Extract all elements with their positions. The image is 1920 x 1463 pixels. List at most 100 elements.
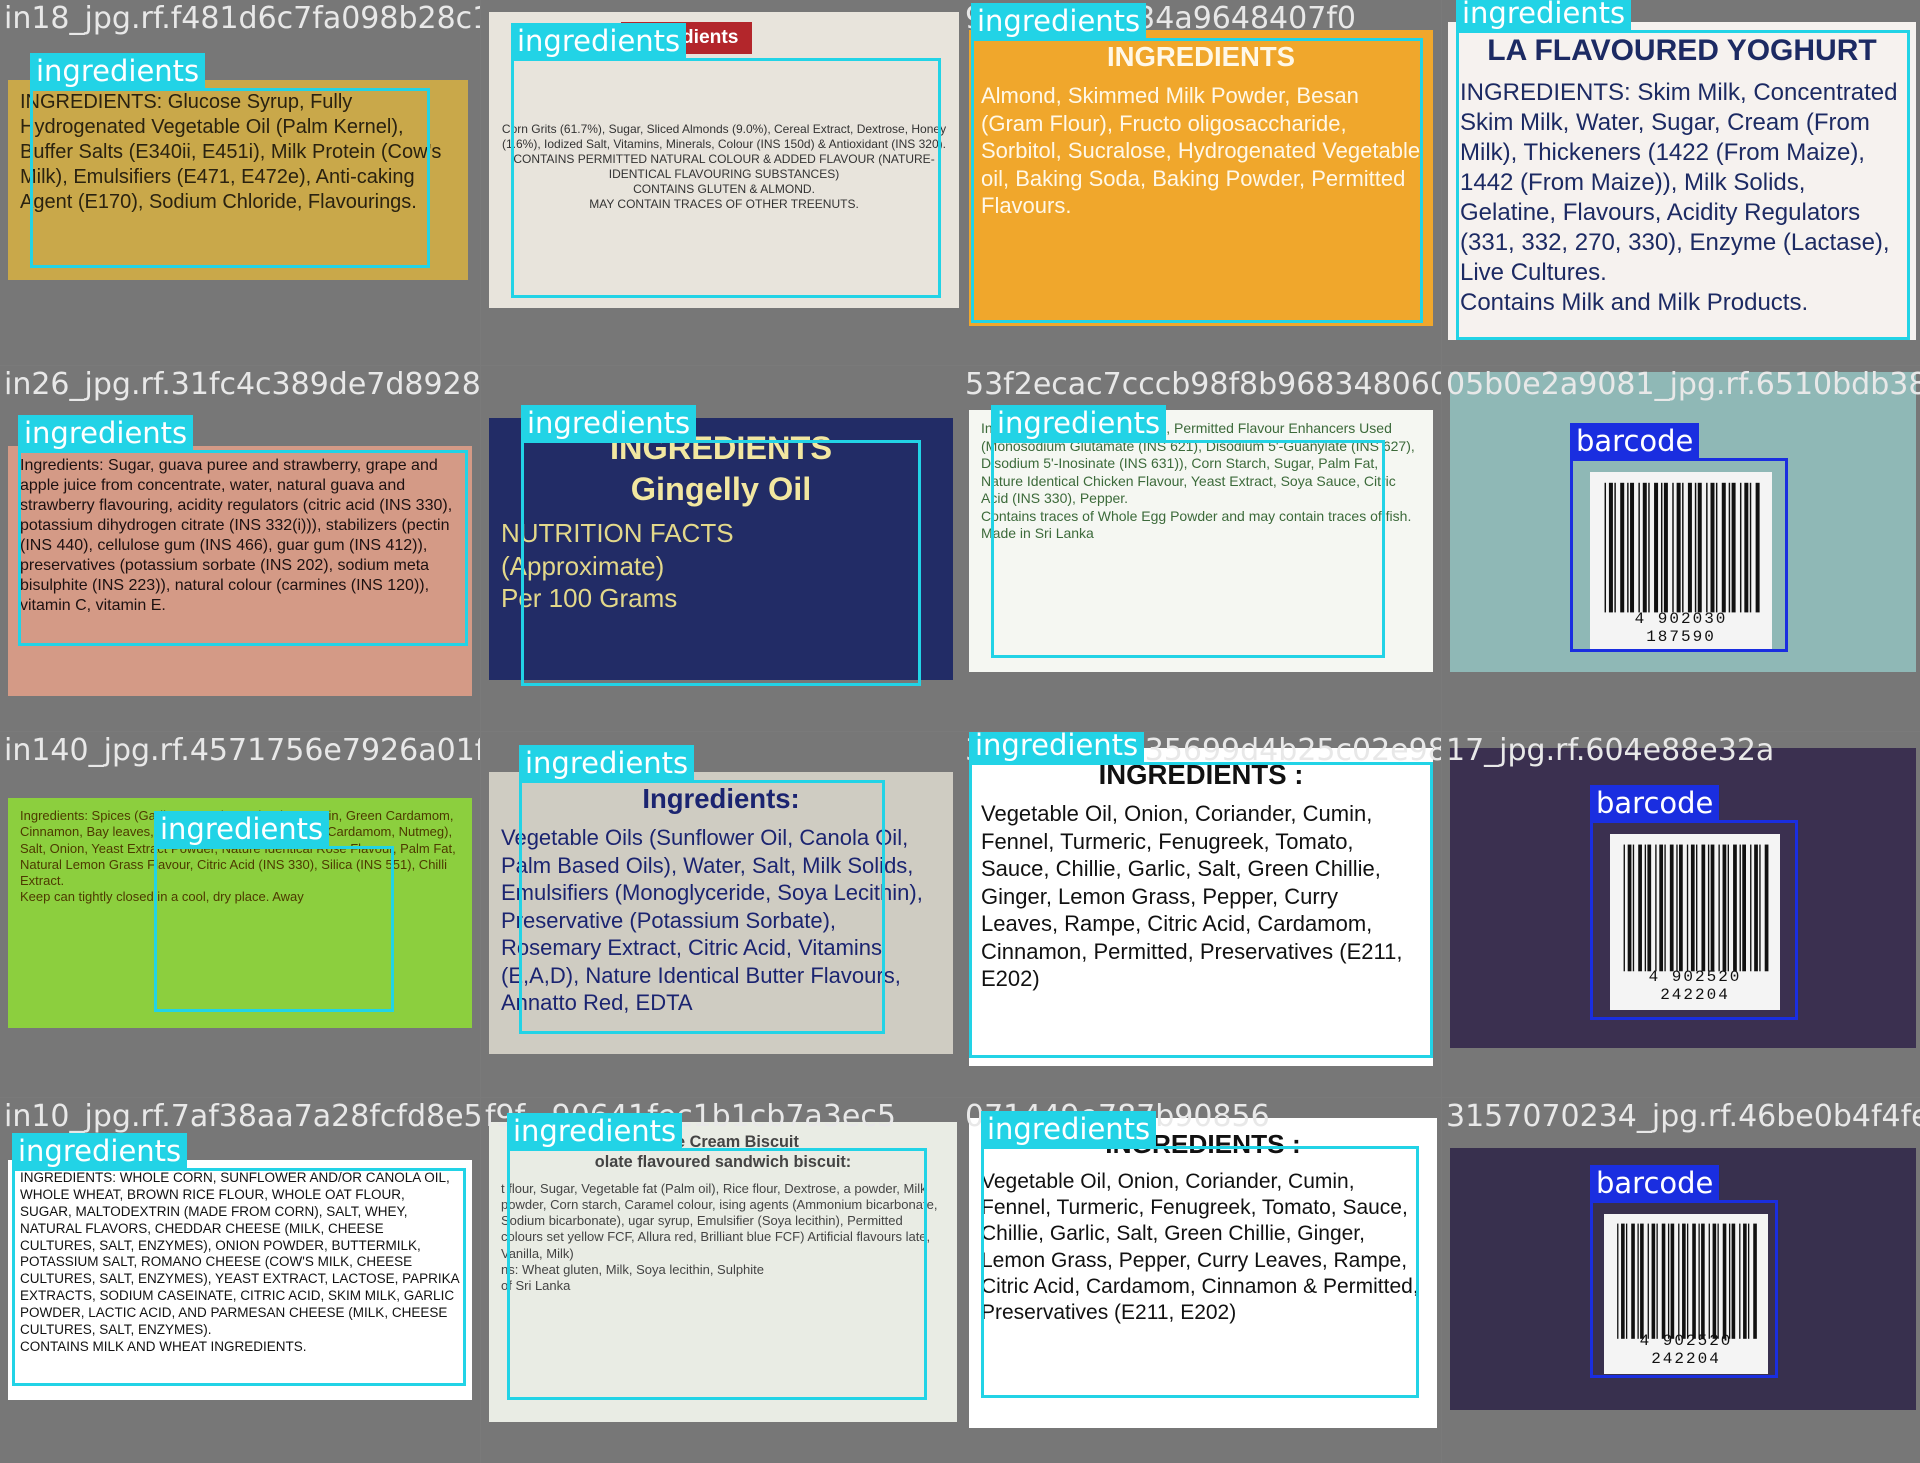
barcode-bar [1753, 1223, 1757, 1339]
barcode-bar [1739, 482, 1742, 613]
barcode-bar [1722, 1223, 1727, 1339]
barcode-bar [1701, 844, 1706, 972]
grid-tile: LA FLAVOURED YOGHURT INGREDIENTS: Skim Mi… [1442, 0, 1920, 365]
label-body: Vegetable Oil, Onion, Coriander, Cumin, … [981, 801, 1409, 992]
barcode-bar [1638, 482, 1640, 613]
barcode-bar [1638, 844, 1642, 972]
label-body: Vegetable Oils (Sunflower Oil, Canola Oi… [501, 825, 929, 1016]
barcode-bar [1621, 1223, 1625, 1339]
grid-tile: 4 902520 242204 barcode 17_jpg.rf.604e88e3… [1442, 732, 1920, 1097]
barcode-digits: 4 902030 187590 [1634, 610, 1728, 646]
barcode-bar [1686, 1223, 1689, 1339]
barcode-bar [1710, 482, 1715, 613]
image-filename: in26_jpg.rf.31fc4c389de7d8928b56639b7bf5… [4, 367, 480, 402]
barcode-bar [1647, 844, 1652, 972]
barcode-bar [1642, 482, 1647, 613]
ingredients-bounding-box: ingredients [981, 1111, 1419, 1398]
barcode-bar [1764, 844, 1769, 972]
barcode-bar [1728, 1223, 1731, 1339]
barcode-bounding-box: barcode [1570, 423, 1788, 652]
barcode-bar [1669, 844, 1674, 972]
image-filename: 17_jpg.rf.604e88e32a [1446, 733, 1775, 768]
image-filename: in18_jpg.rf.f481d6c7fa098b28c1f02bb049dd… [4, 1, 480, 36]
barcode-bar [1625, 1223, 1628, 1339]
barcode-bar [1728, 482, 1731, 613]
grid-tile: Ingredients: Salt, Maltodextrin, Permitt… [961, 366, 1441, 731]
barcode-bounding-box: barcode [1590, 785, 1798, 1020]
box-class-label: ingredients [1456, 0, 1632, 31]
barcode-bar [1678, 1223, 1680, 1339]
label-body: Vegetable Oil, Onion, Coriander, Cumin, … [981, 1169, 1425, 1325]
ingredients-bounding-box: ingredients [971, 3, 1423, 323]
barcode-photo: 4 902520 242204 [1450, 748, 1916, 1048]
barcode-bars [1604, 1214, 1768, 1374]
barcode-label: 4 902520 242204 [1604, 1214, 1768, 1374]
label-photo: INGREDIENTS : Vegetable Oil, Onion, Coria… [969, 748, 1433, 1066]
box-class-label: ingredients [521, 405, 697, 441]
grid-tile: 4 902520 242204 barcode 3157070234_jpg.rf.… [1442, 1098, 1920, 1463]
barcode-bar [1656, 1223, 1658, 1339]
image-filename: in10_jpg.rf.7af38aa7a28fcfd8e59a2... [4, 1099, 480, 1134]
barcode-bar [1617, 1223, 1619, 1339]
box-class-label: ingredients [18, 415, 194, 451]
barcode-bar [1654, 482, 1659, 613]
barcode-bar [1739, 1223, 1741, 1339]
label-text: Ingredients: Sugar, guava puree and stra… [8, 446, 472, 696]
label-body: INGREDIENTS: WHOLE CORN, SUNFLOWER AND/O… [20, 1170, 459, 1354]
box-class-label: ingredients [507, 1113, 683, 1149]
label-body: Corn Grits (61.7%), Sugar, Sliced Almond… [501, 122, 947, 211]
barcode-bar [1750, 844, 1752, 972]
barcode-bar [1715, 482, 1718, 613]
barcode-bar [1739, 844, 1741, 972]
grid-tile: INGREDIENTS : Vegetable Oil, Onion, Coria… [961, 1098, 1441, 1463]
barcode-bar [1712, 1223, 1717, 1339]
barcode-bar [1697, 482, 1702, 613]
barcode-bar [1698, 1223, 1700, 1339]
barcode-bar [1640, 1223, 1644, 1339]
barcode-bar [1661, 1223, 1666, 1339]
barcode-bar [1686, 844, 1689, 972]
barcode-bar [1692, 1223, 1696, 1339]
barcode-bar [1749, 482, 1752, 613]
ingredients-bounding-box: ingredients [18, 415, 468, 646]
label-text: INGREDIENTS Gingelly Oil NUTRITION FACTS … [489, 418, 953, 680]
box-class-label: ingredients [971, 3, 1147, 39]
box-class-label: barcode [1590, 785, 1720, 821]
barcode-bar [1647, 1223, 1649, 1339]
label-photo: Ingredients Corn Grits (61.7%), Sugar, Sl… [489, 12, 959, 308]
label-photo: INGREDIENTS Almond, Skimmed Milk Powder, … [969, 30, 1433, 326]
label-heading: Ingredients: [642, 783, 800, 814]
label-heading: LA FLAVOURED YOGHURT [1487, 34, 1877, 67]
grid-tile: INGREDIENTS : Vegetable Oil, Onion, Coria… [961, 732, 1441, 1097]
barcode-bar [1696, 844, 1698, 972]
label-photo: INGREDIENTS: WHOLE CORN, SUNFLOWER AND/O… [8, 1160, 472, 1400]
grid-tile: Ingredients Corn Grits (61.7%), Sugar, Sl… [481, 0, 961, 365]
grid-tile: INGREDIENTS: Glucose Syrup, Fully Hydrog… [0, 0, 480, 365]
box-class-label: ingredients [12, 1133, 188, 1169]
label-text: INGREDIENTS Almond, Skimmed Milk Powder, … [969, 30, 1433, 326]
barcode-bounding-box: barcode [1590, 1165, 1778, 1378]
box-class-label: ingredients [30, 53, 206, 89]
barcode-bar [1664, 844, 1666, 972]
label-body: NUTRITION FACTS (Approximate) Per 100 Gr… [501, 518, 734, 614]
barcode-bar [1627, 844, 1632, 972]
barcode-bar [1660, 482, 1663, 613]
barcode-bar [1651, 1223, 1656, 1339]
box-class-label: barcode [1570, 423, 1700, 459]
box-class-label: ingredients [519, 745, 695, 781]
barcode-bar [1630, 482, 1635, 613]
label-text: INGREDIENTS: Glucose Syrup, Fully Hydrog… [8, 80, 468, 280]
barcode-bar [1687, 482, 1692, 613]
label-photo: olate Cream Biscuit olate flavoured sand… [489, 1122, 957, 1422]
image-filename: 3157070234_jpg.rf.46be0b4f4fe [1446, 1099, 1920, 1134]
label-photo: INGREDIENTS Gingelly Oil NUTRITION FACTS … [489, 418, 953, 680]
barcode-bar [1679, 844, 1683, 972]
barcode-bar [1743, 1223, 1747, 1339]
ingredients-bounding-box: ingredients [511, 23, 941, 298]
barcode-bar [1754, 844, 1758, 972]
barcode-label: 4 902030 187590 [1590, 472, 1772, 652]
image-filename: 53f2ecac7cccb98f8b968348060a [965, 367, 1441, 402]
label-body: t flour, Sugar, Vegetable fat (Palm oil)… [501, 1180, 938, 1294]
barcode-bar [1731, 482, 1736, 613]
barcode-bar [1755, 482, 1760, 613]
